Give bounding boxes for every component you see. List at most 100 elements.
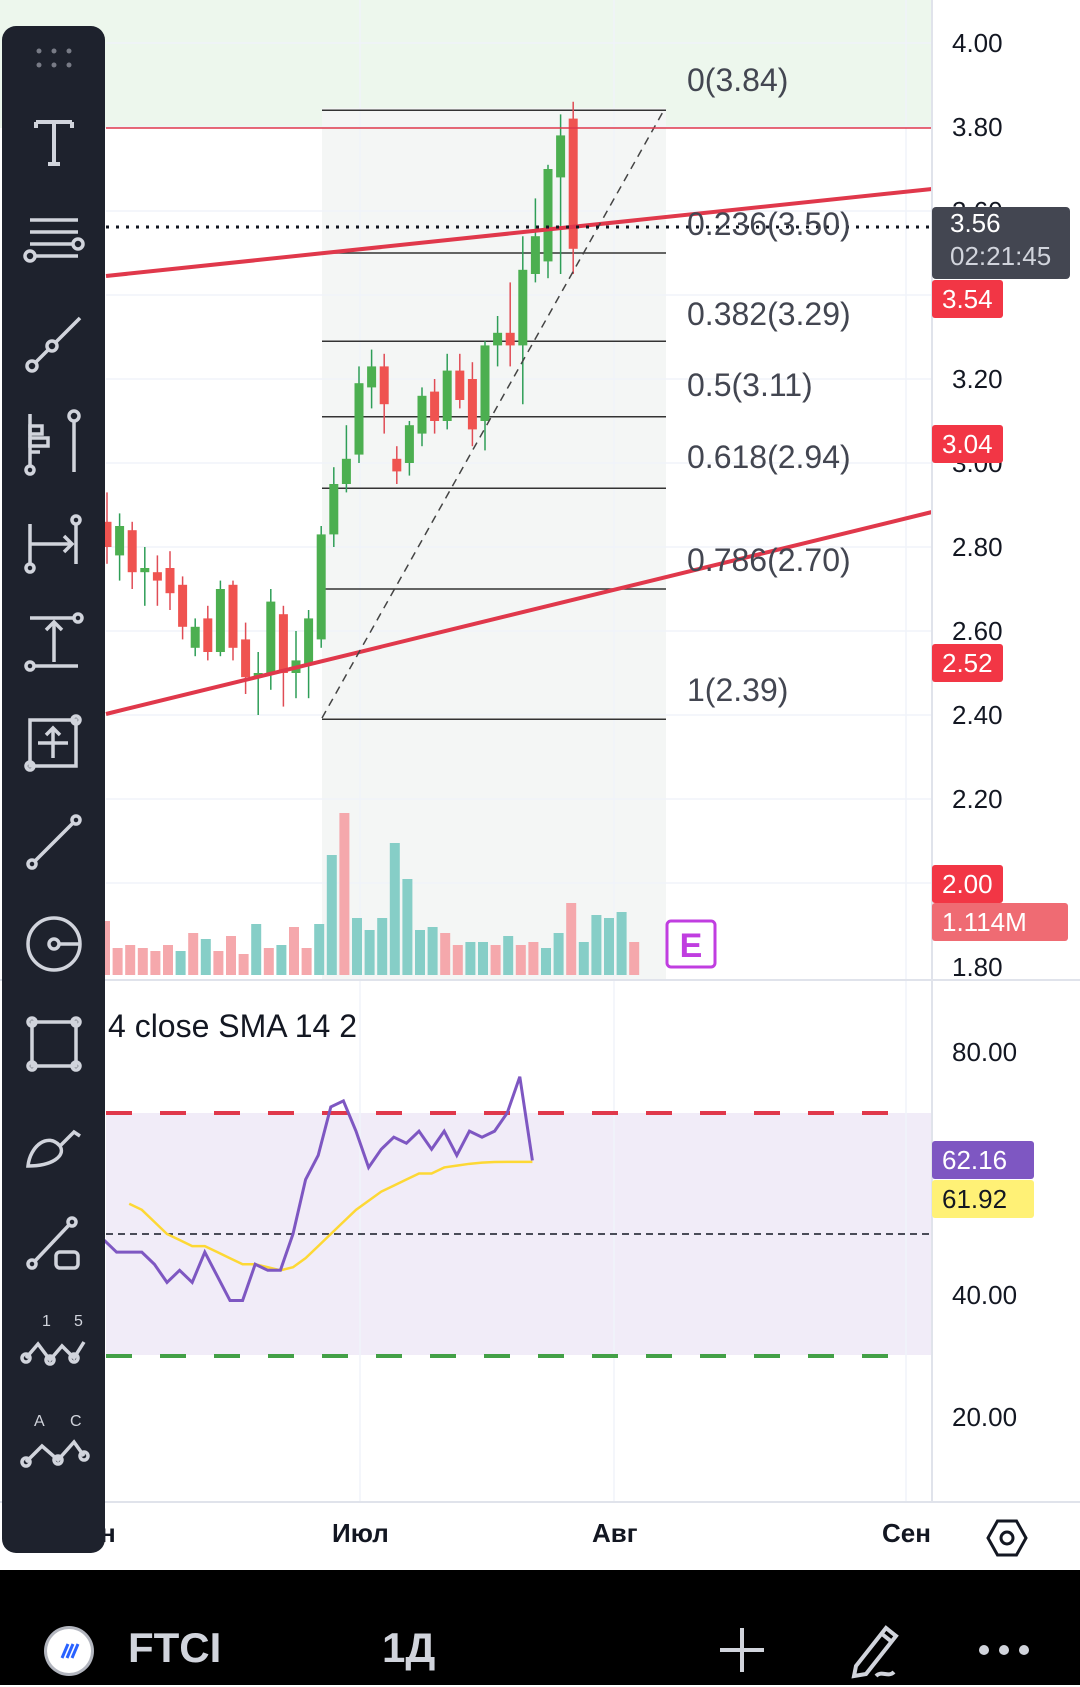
candle-23 [392, 446, 402, 484]
candles [102, 101, 578, 715]
rsi-title[interactable]: 4 close SMA 14 2 [108, 1008, 358, 1044]
candle-body [152, 572, 162, 581]
volume-bar-12 [251, 924, 262, 975]
candle-17 [316, 526, 326, 648]
volume-bar-34 [528, 942, 539, 975]
candle-25 [417, 387, 427, 447]
more-icon[interactable] [976, 1638, 1032, 1662]
candle-22 [379, 353, 389, 434]
fib-trend-line [321, 109, 665, 719]
candle-31 [493, 316, 503, 367]
date-range-tool-icon[interactable] [2, 496, 105, 588]
candle-20 [354, 366, 364, 463]
candle-18 [329, 467, 339, 547]
volume-bar-5 [163, 945, 173, 975]
volume-bar-16 [301, 948, 312, 975]
candle-26 [430, 379, 440, 434]
current-price-box[interactable]: 3.56 02:21:45 [932, 207, 1070, 279]
candle-body [190, 626, 200, 648]
price-tag-3.04: 3.04 [932, 425, 1003, 463]
rsi-label-80: 80.00 [952, 1037, 1018, 1067]
volume-bar-36 [553, 933, 564, 975]
rsi-line [102, 1076, 534, 1303]
drag-handle-icon[interactable] [35, 46, 73, 72]
add-icon[interactable] [716, 1624, 768, 1676]
volume-bar-9 [213, 951, 224, 975]
candle-32 [505, 282, 515, 367]
volume-bar-23 [389, 843, 400, 975]
time-label-aug: Авг [592, 1518, 638, 1548]
volume-bars [100, 813, 640, 975]
main-chart-svg[interactable]: E [0, 0, 1080, 1570]
long-position-tool-icon[interactable] [2, 696, 105, 788]
candle-34 [530, 198, 540, 283]
svg-text:1: 1 [42, 1313, 51, 1330]
candle-body [115, 526, 125, 556]
price-label-4.00: 4.00 [952, 28, 1003, 58]
support-line[interactable] [105, 510, 933, 716]
volume-bar-6 [175, 951, 186, 975]
candle-body [278, 614, 288, 673]
candle-body [165, 568, 175, 594]
price-range-tool-icon[interactable] [2, 596, 105, 688]
text-tool-icon[interactable] [2, 96, 105, 188]
candle-body [543, 169, 553, 262]
countdown: 02:21:45 [950, 241, 1052, 271]
volume-bar-8 [200, 939, 211, 975]
candle-body [367, 366, 377, 388]
settings-hexagon-icon[interactable] [986, 1519, 1028, 1557]
line-tool-icon[interactable] [2, 796, 105, 888]
timeframe[interactable]: 1Д [382, 1624, 436, 1671]
volume-bar-28 [452, 945, 463, 975]
volume-bar-25 [415, 930, 425, 975]
candle-body [455, 370, 465, 400]
volume-bar-33 [515, 945, 526, 975]
circle-tool-icon[interactable] [2, 896, 105, 988]
volume-bar-18 [326, 855, 337, 975]
candle-body [379, 366, 389, 405]
drawing-pencil-icon[interactable] [842, 1618, 906, 1682]
candle-body [178, 584, 188, 627]
price-label-2.80: 2.80 [952, 532, 1003, 562]
rsi-value-tag: 62.16 [932, 1141, 1034, 1179]
candle-body [505, 332, 515, 346]
volume-bar-11 [238, 954, 249, 975]
bottom-bar [0, 1570, 1080, 1685]
resistance-line[interactable] [105, 187, 933, 278]
volume-bar-41 [616, 912, 627, 975]
shapes-tool-icon[interactable] [2, 1196, 105, 1288]
rsi-label-20: 20.00 [952, 1402, 1018, 1432]
patterns-tool-icon[interactable] [2, 396, 105, 488]
symbol-name[interactable]: FTCI [128, 1624, 222, 1671]
rectangle-tool-icon[interactable] [2, 996, 105, 1088]
time-label-sep: Сен [882, 1518, 931, 1548]
volume-bar-14 [276, 945, 287, 975]
candle-body [430, 391, 440, 421]
volume-bar-3 [137, 948, 148, 975]
trend-line-tool-icon[interactable] [2, 296, 105, 388]
candle-14 [278, 605, 288, 707]
candle-33 [518, 236, 528, 405]
earnings-marker: E [680, 927, 703, 965]
candle-body [480, 345, 490, 421]
candle-body [417, 395, 427, 434]
candle-11 [241, 622, 251, 694]
volume-bar-20 [352, 918, 362, 975]
earnings-marker-box[interactable] [665, 919, 717, 969]
symbol-logo-icon[interactable] [44, 1626, 94, 1676]
fib-lines [322, 109, 666, 720]
volume-bar-2 [125, 945, 136, 975]
volume-bar-42 [629, 942, 640, 975]
candle-8 [203, 605, 213, 661]
fib-retracement-tool-icon[interactable] [2, 196, 105, 288]
candle-21 [367, 349, 377, 409]
price-label-3.80: 3.80 [952, 112, 1003, 142]
price-label-2.60: 2.60 [952, 616, 1003, 646]
candle-24 [404, 421, 414, 476]
svg-text:A: A [34, 1413, 45, 1430]
chart-area[interactable]: E 4.00 3.80 3.60 3.20 3.00 2.80 2.60 2.4… [0, 0, 1080, 1570]
volume-bar-7 [188, 933, 199, 975]
brush-tool-icon[interactable] [2, 1096, 105, 1188]
